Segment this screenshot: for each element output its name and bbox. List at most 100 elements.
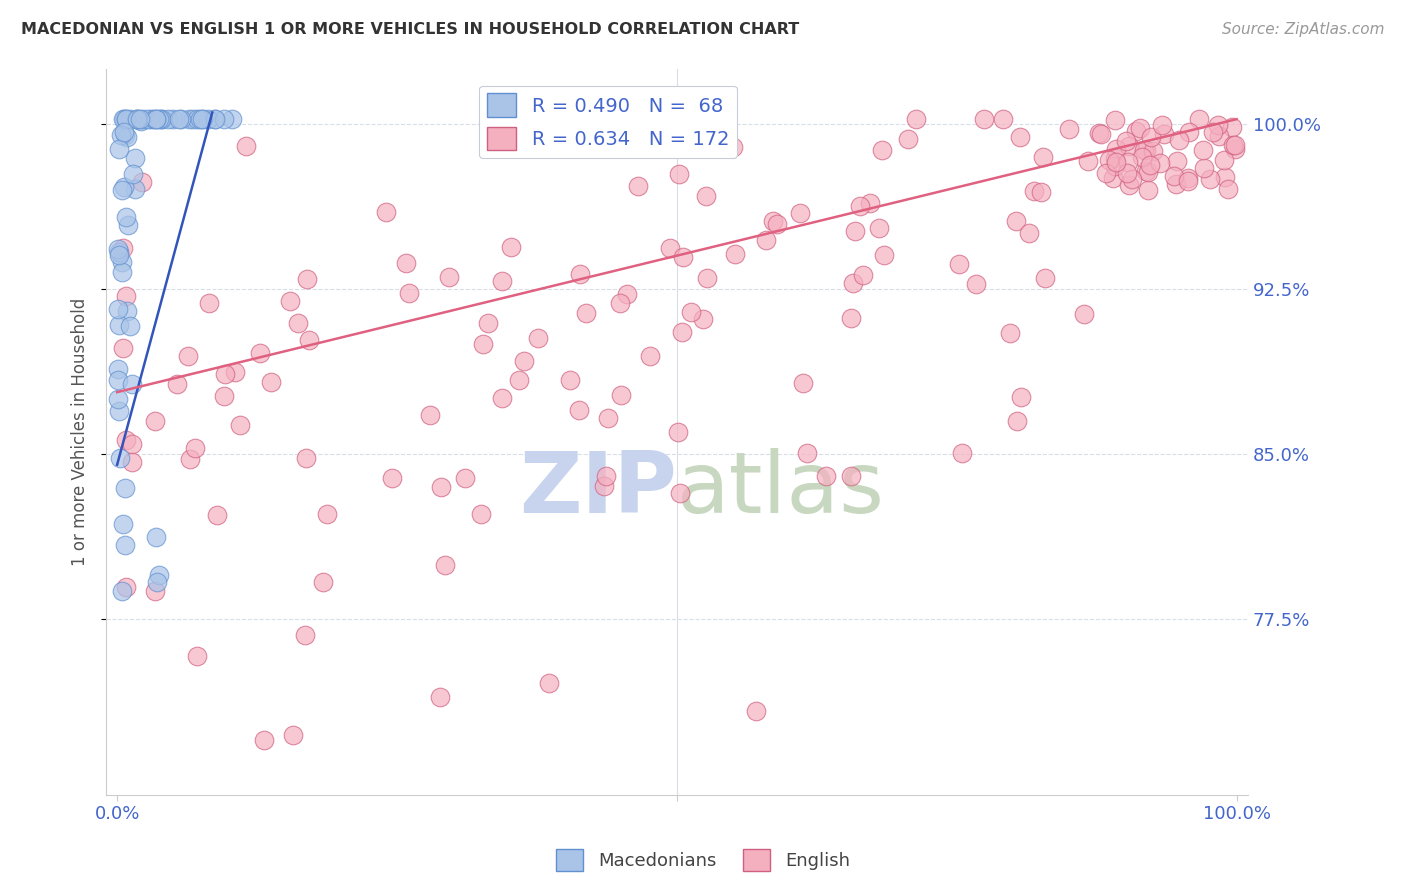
Point — [111, 254, 134, 268]
Point — [839, 310, 862, 325]
Point — [281, 728, 304, 742]
Point — [111, 584, 134, 599]
Point — [235, 139, 257, 153]
Point — [108, 244, 131, 259]
Point — [1104, 159, 1126, 173]
Point — [1118, 178, 1140, 193]
Point — [873, 248, 896, 262]
Point — [852, 268, 875, 283]
Point — [125, 112, 148, 127]
Point — [610, 387, 633, 401]
Point — [108, 403, 131, 417]
Point — [1125, 124, 1147, 138]
Point — [114, 128, 136, 142]
Point — [107, 302, 129, 317]
Point — [1202, 125, 1225, 139]
Point — [569, 268, 592, 282]
Point — [429, 480, 451, 494]
Text: ZIP: ZIP — [519, 449, 676, 532]
Point — [186, 648, 208, 663]
Point — [143, 584, 166, 599]
Point — [1005, 214, 1028, 228]
Point — [110, 128, 132, 142]
Point — [1095, 166, 1118, 180]
Point — [1177, 174, 1199, 188]
Point — [744, 704, 766, 718]
Point — [503, 112, 526, 127]
Point — [659, 241, 682, 255]
Point — [1116, 155, 1139, 169]
Point — [1118, 139, 1140, 153]
Point — [491, 274, 513, 288]
Point — [167, 112, 190, 127]
Point — [112, 112, 135, 127]
Point — [114, 433, 136, 447]
Point — [904, 112, 927, 127]
Point — [668, 168, 690, 182]
Point — [789, 206, 811, 220]
Point — [294, 628, 316, 642]
Point — [948, 257, 970, 271]
Point — [568, 402, 591, 417]
Point — [111, 341, 134, 355]
Point — [143, 414, 166, 428]
Point — [121, 376, 143, 391]
Point — [108, 450, 131, 465]
Point — [792, 376, 814, 390]
Point — [470, 507, 492, 521]
Point — [170, 112, 193, 127]
Point — [991, 112, 1014, 127]
Point — [1225, 138, 1247, 153]
Point — [501, 240, 523, 254]
Point — [1153, 128, 1175, 142]
Point — [315, 507, 337, 521]
Point — [205, 508, 228, 522]
Point — [950, 446, 973, 460]
Point — [1105, 154, 1128, 169]
Point — [136, 112, 159, 127]
Point — [596, 410, 619, 425]
Point — [1168, 133, 1191, 147]
Point — [229, 418, 252, 433]
Point — [212, 389, 235, 403]
Point — [1005, 414, 1028, 428]
Point — [973, 112, 995, 127]
Point — [1149, 155, 1171, 169]
Point — [179, 452, 201, 467]
Point — [278, 294, 301, 309]
Point — [1032, 149, 1054, 163]
Point — [868, 220, 890, 235]
Point — [419, 408, 441, 422]
Point — [595, 468, 617, 483]
Point — [125, 112, 148, 127]
Point — [1177, 125, 1199, 139]
Point — [1104, 151, 1126, 165]
Point — [1022, 184, 1045, 198]
Point — [433, 558, 456, 572]
Point — [190, 112, 212, 127]
Point — [1222, 138, 1244, 153]
Point — [724, 247, 747, 261]
Point — [1136, 165, 1159, 179]
Point — [679, 305, 702, 319]
Point — [129, 114, 152, 128]
Point — [814, 468, 837, 483]
Point — [755, 233, 778, 247]
Point — [297, 333, 319, 347]
Point — [112, 180, 135, 194]
Point — [115, 580, 138, 594]
Point — [295, 272, 318, 286]
Point — [1133, 143, 1156, 157]
Point — [1135, 143, 1157, 157]
Point — [214, 367, 236, 381]
Point — [145, 530, 167, 544]
Legend: Macedonians, English: Macedonians, English — [548, 842, 858, 879]
Point — [110, 265, 132, 279]
Point — [375, 204, 398, 219]
Point — [583, 131, 606, 145]
Point — [287, 316, 309, 330]
Point — [849, 199, 872, 213]
Point — [526, 331, 548, 345]
Y-axis label: 1 or more Vehicles in Household: 1 or more Vehicles in Household — [72, 298, 89, 566]
Point — [294, 450, 316, 465]
